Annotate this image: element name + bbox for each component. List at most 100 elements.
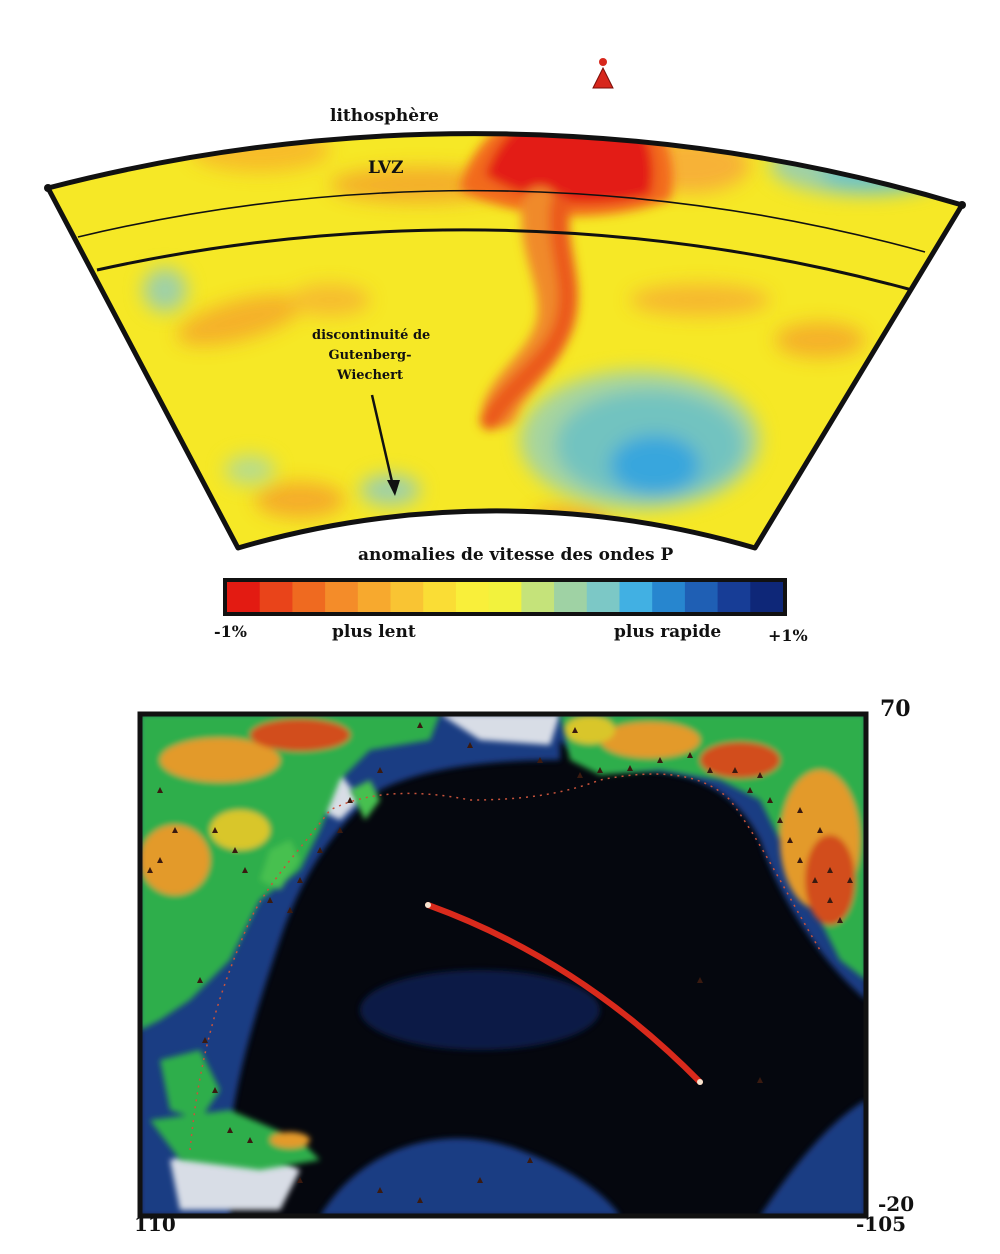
hotspot-track bbox=[425, 902, 703, 1085]
ocean-deep bbox=[140, 714, 866, 1216]
plume-stem bbox=[480, 195, 578, 430]
legend-swatch bbox=[259, 582, 294, 612]
volcano-icon bbox=[847, 877, 853, 883]
legend-title: anomalies de vitesse des ondes P bbox=[358, 545, 674, 565]
volcano-icon bbox=[812, 877, 818, 883]
upland-chukotka bbox=[565, 716, 615, 744]
volcano-icon bbox=[317, 847, 323, 853]
volcano-icon bbox=[797, 857, 803, 863]
volcano-icon bbox=[687, 752, 693, 758]
volcano-icon-dot bbox=[599, 58, 607, 66]
hotspot-track-start bbox=[425, 902, 431, 908]
volcano-icon bbox=[202, 1037, 208, 1043]
volcano-icon bbox=[377, 767, 383, 773]
volcano-icon bbox=[592, 66, 614, 89]
shelf-west bbox=[140, 714, 560, 1216]
shelf-east bbox=[560, 714, 866, 1000]
volcano-icon bbox=[297, 877, 303, 883]
volcano-icon bbox=[657, 757, 663, 763]
ice-okhotsk bbox=[300, 740, 360, 820]
volcano-icon bbox=[227, 1127, 233, 1133]
legend-bar-frame bbox=[223, 578, 787, 616]
volcano-icon bbox=[757, 1077, 763, 1083]
fast-anomaly-west bbox=[143, 268, 187, 312]
section-corner-right bbox=[958, 201, 966, 209]
ice-yellow-sea bbox=[150, 880, 230, 960]
land-japan bbox=[260, 840, 300, 890]
volcano-icon bbox=[417, 722, 423, 728]
lat-label-bottom: -20 bbox=[878, 1192, 915, 1216]
legend-slow-label: plus lent bbox=[332, 622, 416, 642]
gw-arrow-line bbox=[370, 394, 395, 487]
lithosphere-warm-patch bbox=[190, 133, 330, 172]
legend-swatch bbox=[357, 582, 392, 612]
tomography-section bbox=[44, 58, 966, 616]
gw-discontinuity-label: discontinuité de Gutenberg- Wiechert bbox=[312, 326, 430, 386]
legend-swatch bbox=[652, 582, 686, 612]
volcano-icon bbox=[747, 787, 753, 793]
volcano-icon bbox=[597, 767, 603, 773]
legend-swatch bbox=[554, 582, 588, 612]
legend-swatch bbox=[455, 582, 490, 612]
volcano-icon bbox=[732, 767, 738, 773]
lon-label-right: -105 bbox=[856, 1212, 907, 1236]
land-philippines bbox=[160, 1050, 220, 1120]
mantle-warm-patch-4 bbox=[775, 322, 865, 358]
volcano-icon bbox=[197, 977, 203, 983]
mantle-warm-patch-5 bbox=[255, 482, 345, 518]
lat-label-top: 70 bbox=[880, 696, 911, 722]
mantle-warm-patch-3 bbox=[630, 284, 770, 316]
legend-swatch bbox=[521, 582, 555, 612]
plate-boundary bbox=[189, 773, 821, 1151]
map-frame bbox=[137, 711, 869, 1219]
section-outline bbox=[45, 131, 965, 551]
highland-new-guinea bbox=[270, 1132, 310, 1148]
volcano-icon bbox=[787, 837, 793, 843]
peak-siberia bbox=[250, 719, 350, 751]
volcano-icon bbox=[537, 757, 543, 763]
volcano-icon bbox=[777, 817, 783, 823]
legend-swatch bbox=[423, 582, 457, 612]
ice-bering bbox=[440, 714, 560, 745]
gw-arrow-head bbox=[387, 480, 400, 496]
land-north-america bbox=[560, 714, 866, 980]
volcano-icon bbox=[627, 765, 633, 771]
upland-manchuria bbox=[210, 810, 270, 850]
legend-swatch bbox=[717, 582, 751, 612]
mantle-warm-patch-2 bbox=[290, 284, 370, 316]
highland-rockies bbox=[780, 770, 860, 910]
volcano-icon bbox=[827, 897, 833, 903]
velocity-anomaly-field bbox=[48, 133, 962, 549]
volcano-icon bbox=[697, 977, 703, 983]
peak-rockies bbox=[805, 835, 855, 925]
volcano-icon bbox=[212, 827, 218, 833]
volcano-icon bbox=[337, 827, 343, 833]
gw-label-line-2: Gutenberg- bbox=[328, 348, 412, 363]
volcano-icon bbox=[527, 1157, 533, 1163]
volcano-icon bbox=[572, 727, 578, 733]
volcano-icon bbox=[157, 787, 163, 793]
legend-swatch bbox=[750, 582, 784, 612]
lon-label-left: 110 bbox=[134, 1212, 176, 1236]
legend-swatch bbox=[619, 582, 653, 612]
lvz-label: LVZ bbox=[368, 158, 404, 178]
velocity-legend-bar bbox=[227, 582, 784, 612]
volcano-icon bbox=[212, 1087, 218, 1093]
volcano-icon bbox=[287, 907, 293, 913]
volcano-icon bbox=[247, 1137, 253, 1143]
highland-siberia bbox=[160, 738, 280, 782]
volcano-icon bbox=[347, 797, 353, 803]
plume-head bbox=[485, 133, 653, 204]
fast-anomaly-deep-core bbox=[610, 435, 700, 495]
lithosphere-label: lithosphère bbox=[330, 106, 439, 126]
volcano-icon bbox=[172, 827, 178, 833]
shelf-central bbox=[360, 970, 600, 1050]
volcano-icon bbox=[837, 917, 843, 923]
highland-alaska bbox=[600, 722, 700, 758]
volcano-icon bbox=[817, 827, 823, 833]
volcano-icon bbox=[147, 867, 153, 873]
land-new-guinea bbox=[150, 1110, 320, 1170]
volcano-icon bbox=[417, 1197, 423, 1203]
legend-swatch bbox=[292, 582, 326, 612]
volcano-icon bbox=[797, 807, 803, 813]
